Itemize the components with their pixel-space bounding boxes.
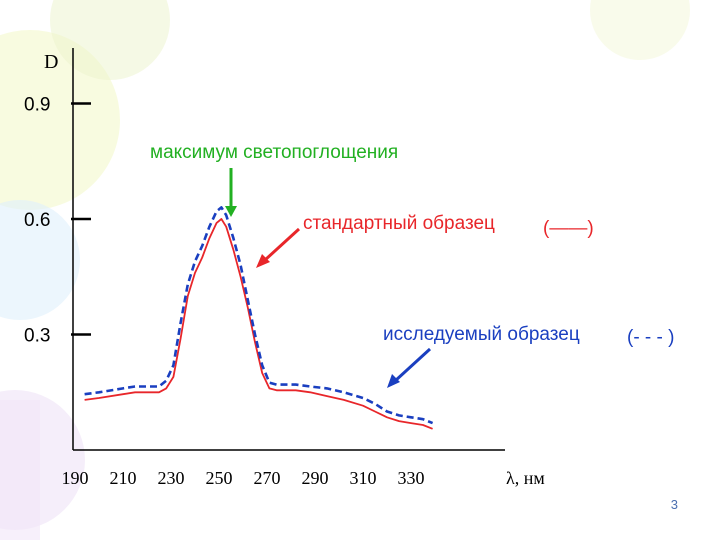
x-tick-label: 190	[62, 468, 89, 488]
x-tick-label: 310	[350, 468, 377, 488]
annotation-maximum: максимум светопоглощения	[150, 142, 398, 217]
x-axis-label: λ, нм	[506, 468, 545, 488]
annotation-sample-arrow	[393, 347, 432, 383]
annotation-sample: исследуемый образец (- - - )	[383, 324, 674, 388]
annotation-standard-legend: (——)	[543, 218, 594, 239]
x-tick-label: 210	[110, 468, 137, 488]
annotation-sample-arrowhead	[387, 374, 400, 388]
y-axis-label: D	[44, 51, 58, 73]
series-layer	[84, 206, 434, 430]
annotation-maximum-arrowhead	[225, 206, 237, 217]
annotation-sample-label: исследуемый образец	[383, 324, 580, 345]
x-ticks: 190 210 230 250 270 290 310 330	[62, 468, 425, 488]
y-ticks: 0.9 0.6 0.3	[24, 95, 91, 347]
y-tick-label: 0.6	[24, 210, 50, 231]
series-line-sample	[84, 206, 434, 425]
annotation-standard-label: стандартный образец	[303, 213, 495, 234]
series-line-standard	[84, 218, 433, 430]
x-tick-label: 330	[398, 468, 425, 488]
y-tick-label: 0.3	[24, 326, 50, 347]
x-tick-label: 250	[206, 468, 233, 488]
x-tick-label: 290	[302, 468, 329, 488]
annotation-standard-arrow	[263, 227, 301, 262]
annotation-standard-arrowhead	[256, 254, 270, 268]
annotation-maximum-label: максимум светопоглощения	[150, 142, 398, 163]
annotation-standard: стандартный образец (——)	[256, 213, 594, 268]
axes	[72, 48, 505, 451]
page-number: 3	[670, 497, 678, 512]
x-tick-label: 270	[254, 468, 281, 488]
x-tick-label: 230	[158, 468, 185, 488]
annotation-sample-legend: (- - - )	[627, 327, 674, 348]
y-tick-label: 0.9	[24, 95, 50, 116]
